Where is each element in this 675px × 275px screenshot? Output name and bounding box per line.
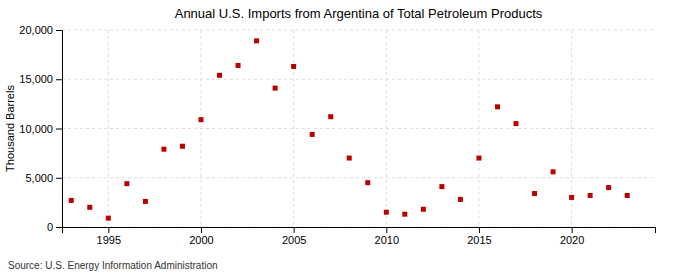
tick-mark (56, 30, 62, 31)
tick-mark (56, 79, 62, 80)
point (476, 156, 481, 161)
tick-mark (386, 227, 387, 233)
tick-label: 10,000 (19, 123, 53, 135)
point (625, 193, 630, 198)
points (69, 38, 630, 220)
point (439, 184, 444, 189)
axis-line (56, 31, 63, 228)
grid-line (62, 177, 655, 178)
grid-line (478, 30, 479, 227)
point (347, 156, 352, 161)
point (365, 180, 370, 185)
point (69, 198, 74, 203)
tick-mark (56, 178, 62, 179)
tick-mark (56, 129, 62, 130)
tick: 2020 (560, 227, 584, 246)
point (402, 212, 407, 217)
point (161, 147, 166, 152)
grid-line (293, 30, 294, 227)
tick-label: 2005 (282, 234, 306, 246)
tick: 2010 (375, 227, 399, 246)
x-axis: 1995 2000 2005 2010 2015 2020 (63, 227, 656, 246)
point (273, 86, 278, 91)
point (532, 191, 537, 196)
grid-line (62, 128, 655, 129)
grid-line (62, 30, 655, 31)
tick-mark (201, 227, 202, 233)
point (458, 197, 463, 202)
point (217, 73, 222, 78)
grid (62, 30, 655, 227)
point (310, 132, 315, 137)
tick-label: 15,000 (19, 73, 53, 85)
grid-line (200, 30, 201, 227)
tick-mark (479, 227, 480, 233)
axis-line (63, 228, 656, 234)
point (606, 185, 611, 190)
tick-label: 5,000 (25, 172, 53, 184)
point (421, 207, 426, 212)
tick-mark (572, 227, 573, 233)
grid-line (108, 30, 109, 227)
y-axis-title: Thousand Barrels (4, 85, 16, 172)
tick-mark (108, 227, 109, 233)
point (328, 114, 333, 119)
tick-label: 1995 (97, 234, 121, 246)
point (106, 216, 111, 221)
point (495, 104, 500, 109)
tick: 0 (47, 221, 62, 233)
annotation: Source: U.S. Energy Information Administ… (8, 260, 218, 271)
point (87, 205, 92, 210)
tick-label: 0 (47, 221, 53, 233)
point (124, 181, 129, 186)
point (143, 199, 148, 204)
point (198, 117, 203, 122)
point (291, 64, 296, 69)
tick-label: 2000 (189, 234, 213, 246)
tick: 2000 (189, 227, 213, 246)
grid-line (386, 30, 387, 227)
tick: 10,000 (19, 123, 62, 135)
point (551, 169, 556, 174)
tick-label: 2015 (467, 234, 491, 246)
point (180, 144, 185, 149)
tick: 2005 (282, 227, 306, 246)
y-axis: 0 5,000 10,000 15,000 20,000 (19, 24, 62, 233)
tick: 20,000 (19, 24, 62, 36)
chart: 1995 2000 2005 2010 2015 2020 0 5,000 10,000 15,0… (0, 0, 675, 275)
point (588, 193, 593, 198)
tick: 15,000 (19, 73, 62, 85)
tick-label: 2010 (375, 234, 399, 246)
point (236, 63, 241, 68)
tick-mark (56, 227, 62, 228)
point (254, 38, 259, 43)
tick-label: 20,000 (19, 24, 53, 36)
plot: 1995 2000 2005 2010 2015 2020 0 5,000 10,000 15,0… (19, 24, 655, 246)
point (384, 210, 389, 215)
tick-label: 2020 (560, 234, 584, 246)
title: Annual U.S. Imports from Argentina of To… (175, 6, 543, 21)
tick: 5,000 (25, 172, 62, 184)
grid-line (62, 79, 655, 80)
tick: 1995 (97, 227, 121, 246)
tick: 2015 (467, 227, 491, 246)
tick-mark (294, 227, 295, 233)
point (569, 195, 574, 200)
point (514, 121, 519, 126)
